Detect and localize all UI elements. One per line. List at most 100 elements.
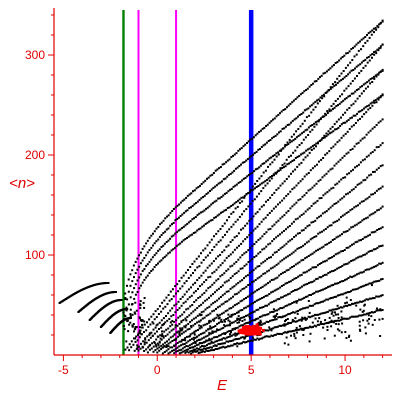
data-point	[291, 318, 294, 321]
data-point	[164, 217, 167, 220]
data-point	[131, 291, 134, 294]
data-point	[281, 164, 284, 167]
data-point	[296, 155, 299, 158]
data-point	[141, 326, 144, 329]
data-point	[295, 117, 298, 120]
reference-lines	[122, 10, 254, 355]
data-point	[285, 323, 287, 326]
data-point	[344, 66, 347, 69]
data-point	[331, 204, 334, 207]
data-point	[329, 271, 332, 274]
data-point	[264, 304, 267, 307]
data-point	[368, 318, 371, 320]
data-point	[355, 43, 358, 46]
data-point	[223, 319, 226, 322]
data-point	[192, 190, 194, 193]
data-point	[139, 251, 142, 254]
data-point	[169, 224, 172, 227]
x-tick-label: -5	[58, 363, 69, 377]
data-point	[317, 313, 320, 316]
data-point	[187, 269, 189, 271]
data-point	[178, 349, 181, 352]
data-point	[249, 259, 252, 262]
data-point	[369, 107, 372, 109]
data-point	[307, 255, 310, 257]
data-point	[177, 243, 180, 246]
data-point	[313, 303, 316, 306]
data-point	[296, 165, 299, 168]
data-point	[273, 318, 276, 321]
data-point	[267, 165, 269, 168]
data-point	[306, 295, 309, 298]
data-point	[258, 223, 261, 226]
data-point	[302, 111, 305, 114]
data-point	[259, 306, 261, 309]
data-point	[262, 187, 265, 190]
data-point	[186, 194, 189, 197]
data-point	[274, 315, 277, 317]
data-point	[170, 329, 173, 332]
data-point	[343, 292, 346, 295]
data-point	[275, 326, 278, 329]
data-point	[376, 280, 379, 283]
data-point	[200, 325, 202, 328]
data-point	[315, 302, 318, 305]
data-point	[285, 319, 287, 321]
data-point	[356, 112, 359, 115]
data-point	[165, 241, 168, 243]
data-point	[241, 200, 244, 203]
data-point	[189, 220, 192, 223]
data-point	[377, 309, 379, 312]
data-point	[335, 202, 338, 205]
data-point	[359, 271, 362, 274]
data-point	[224, 310, 227, 313]
data-point	[366, 197, 369, 200]
data-point	[355, 257, 358, 260]
data-point	[232, 295, 234, 298]
data-point	[133, 330, 135, 333]
data-point	[252, 153, 255, 156]
data-point	[138, 276, 141, 279]
data-point	[368, 195, 371, 198]
data-point	[337, 118, 340, 121]
data-point	[131, 313, 134, 316]
data-point	[273, 326, 276, 329]
data-point	[208, 205, 211, 208]
data-point	[322, 93, 325, 96]
data-point	[257, 298, 260, 301]
data-point	[347, 151, 350, 154]
data-point	[200, 326, 203, 329]
data-point	[344, 302, 347, 305]
data-point	[241, 299, 244, 302]
data-point	[366, 319, 369, 322]
data-point	[224, 332, 226, 335]
data-point	[239, 267, 242, 270]
data-point	[291, 205, 294, 208]
data-point	[246, 236, 249, 239]
data-point	[348, 128, 351, 130]
data-point	[324, 192, 327, 195]
data-point	[171, 346, 174, 349]
data-point	[317, 120, 320, 123]
data-point	[297, 128, 300, 130]
data-point	[339, 125, 342, 127]
data-point	[367, 322, 370, 325]
data-point	[339, 95, 341, 98]
data-point	[165, 344, 168, 347]
data-point	[246, 305, 249, 308]
data-point	[356, 240, 359, 243]
data-point	[233, 293, 236, 296]
data-point	[233, 153, 236, 156]
data-point	[227, 255, 230, 258]
data-point	[290, 140, 293, 143]
data-point	[190, 352, 193, 355]
data-point	[260, 205, 263, 208]
data-point	[243, 322, 246, 325]
data-point	[295, 136, 298, 139]
data-point	[170, 315, 173, 318]
data-point	[125, 306, 128, 309]
data-point	[267, 228, 270, 231]
data-point	[347, 119, 350, 121]
data-point	[293, 203, 296, 206]
data-point	[332, 102, 335, 105]
